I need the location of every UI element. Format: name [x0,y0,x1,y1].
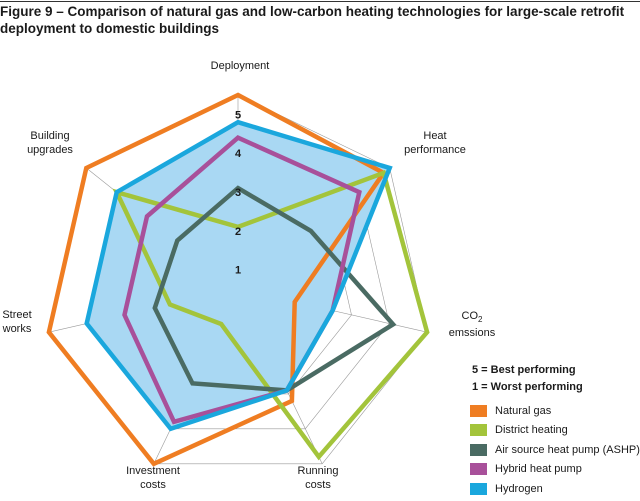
tick-label-4: 4 [235,148,242,160]
series-line-hybrid-heat-pump [122,135,362,425]
axis-label-deployment: Deployment [211,60,270,72]
legend-item-air-source-heat-pump-ashp: Air source heat pump (ASHP) [470,440,640,460]
legend-swatch [470,404,487,417]
tick-labels: 1 2 3 4 5 [235,109,242,276]
legend: Natural gas District heating Air source he… [470,401,640,499]
legend-item-natural-gas: Natural gas [470,401,638,421]
legend-swatch [470,443,487,456]
axis-labels: Deployment Heat performance CO2 emssions Runn… [2,60,496,491]
worst-performing-note: 1 = Worst performing [472,381,583,393]
axis-label-investment-costs: Investment costs [126,465,180,491]
figure-title: Figure 9 – Comparison of natural gas and… [0,4,625,36]
axis-label-running-costs: Running costs [298,465,339,491]
series-line-natural-gas [46,92,387,467]
series-lines [46,92,430,467]
series-line-air-source-heat-pump-ashp [152,185,397,393]
best-performing-note: 5 = Best performing [472,364,576,376]
tick-label-1: 1 [235,265,241,277]
legend-label: Hydrogen [495,482,543,495]
legend-label: Hybrid heat pump [495,463,582,476]
legend-label: District heating [495,424,568,437]
title-rule [0,1,640,2]
tick-label-2: 2 [235,226,241,238]
legend-item-district-heating: District heating [470,421,638,441]
axis-label-building-upgrades: Building upgrades [27,130,73,156]
legend-item-hydrogen: Hydrogen [470,479,638,499]
legend-swatch [470,482,487,495]
tick-label-5: 5 [235,109,241,121]
legend-swatch [470,424,487,437]
legend-label: Natural gas [495,404,552,417]
axis-label-heat-performance: Heat performance [404,130,466,156]
legend-item-hybrid-heat-pump: Hybrid heat pump [470,460,638,480]
series-line-hydrogen [84,119,393,432]
axis-label-street-works: Street works [2,309,32,335]
axis-label-co2-emssions: CO2 emssions [449,310,496,339]
legend-label: Air source heat pump (ASHP) [495,443,640,456]
legend-swatch [470,463,487,476]
tick-label-3: 3 [235,187,241,199]
